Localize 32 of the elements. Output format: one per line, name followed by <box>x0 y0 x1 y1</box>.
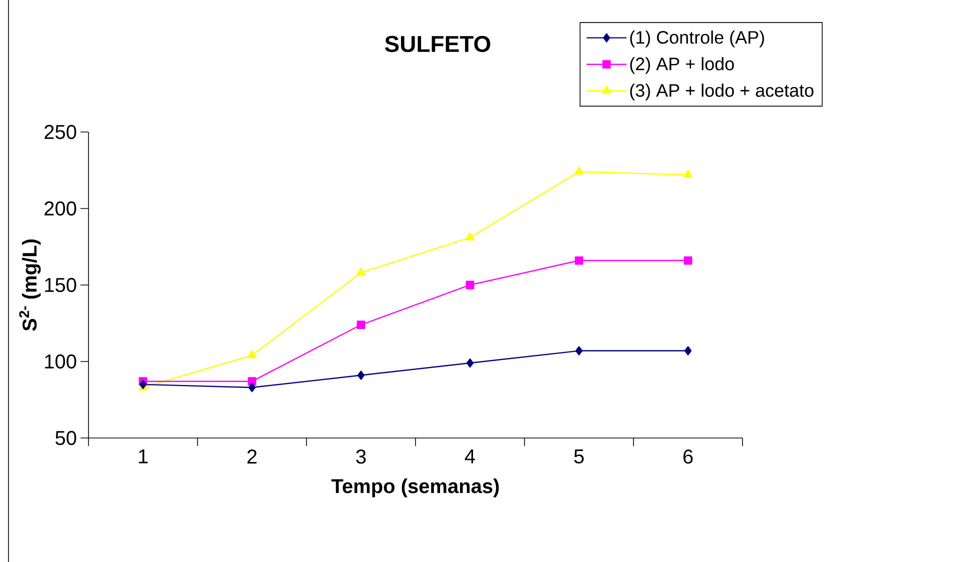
y-tick-label: 50 <box>56 430 76 446</box>
point <box>357 370 365 380</box>
point <box>684 170 693 178</box>
x-tick-label: 1 <box>138 450 148 464</box>
point <box>574 166 584 175</box>
point <box>466 232 475 240</box>
point <box>684 256 692 265</box>
x-tick-label: 6 <box>683 450 693 464</box>
point <box>248 350 256 358</box>
chart-title: SULFETO <box>384 36 490 52</box>
x-axis-title: Tempo (semanas) <box>331 478 499 498</box>
point <box>574 256 584 265</box>
point <box>684 346 692 356</box>
y-tick-label: 100 <box>45 354 76 369</box>
point <box>248 382 256 392</box>
y-tick-label: 150 <box>45 278 76 292</box>
x-tick-label: 3 <box>356 450 366 464</box>
point <box>575 346 583 356</box>
legend-label: (1) Controle (AP) <box>630 30 764 48</box>
point <box>466 280 474 290</box>
x-tick-label: 2 <box>247 450 257 464</box>
legend-label: (2) AP + lodo <box>630 57 734 74</box>
y-tick-label: 200 <box>44 201 76 216</box>
x-tick-label: 5 <box>574 450 584 464</box>
legend-label: (3) AP + lodo + acetato <box>630 84 814 100</box>
y-tick-label: 250 <box>44 124 76 140</box>
point <box>466 358 474 368</box>
x-tick-label: 4 <box>464 450 475 464</box>
point <box>356 268 366 276</box>
point <box>356 320 366 329</box>
y-axis-title: S$^{2-}$ (mg/L) <box>19 240 41 331</box>
point <box>139 380 147 390</box>
